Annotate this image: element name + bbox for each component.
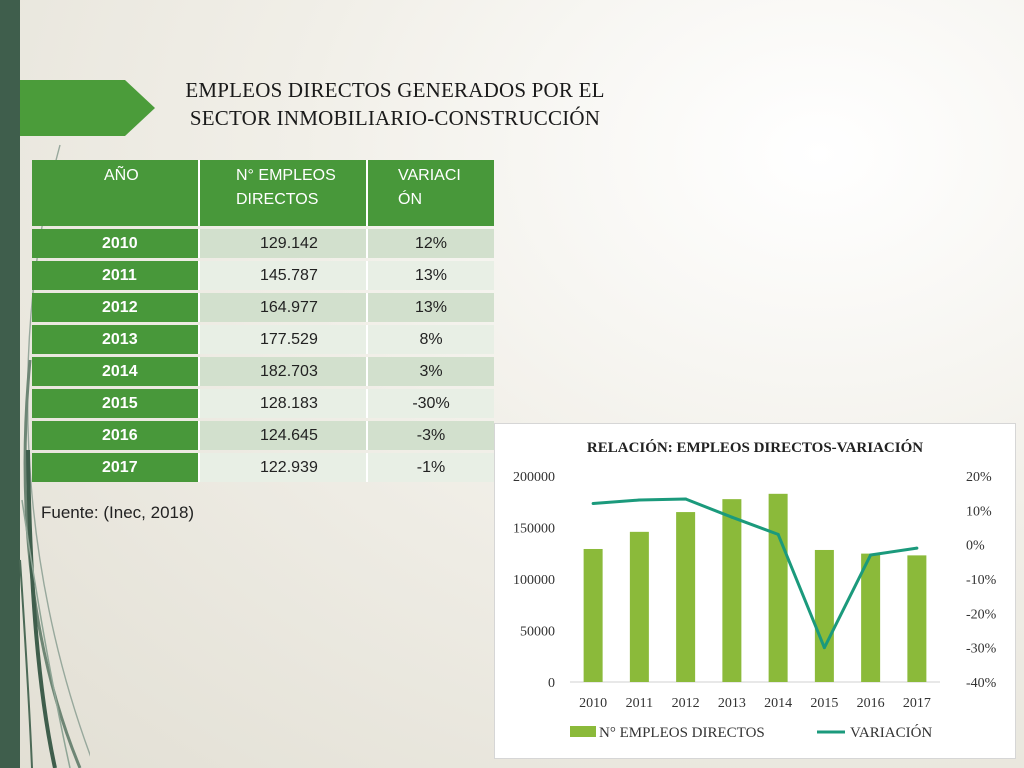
chart-canvas: RELACIÓN: EMPLEOS DIRECTOS-VARIACIÓN 0 500… xyxy=(513,439,997,741)
bar-employees xyxy=(676,512,696,682)
y-left-tick-label: 100000 xyxy=(513,573,555,588)
cell-variation: -3% xyxy=(368,421,494,450)
cell-employees: 177.529 xyxy=(200,325,368,354)
x-tick-label: 2013 xyxy=(718,696,746,711)
cell-employees: 182.703 xyxy=(200,357,368,386)
table-row: 2011 145.787 13% xyxy=(32,261,494,290)
cell-employees: 164.977 xyxy=(200,293,368,322)
cell-variation: 8% xyxy=(368,325,494,354)
y-right-tick-label: 0% xyxy=(966,539,985,554)
y-left-tick-label: 200000 xyxy=(513,470,555,485)
cell-year: 2012 xyxy=(32,293,200,322)
y-right-tick-label: -30% xyxy=(966,642,997,657)
bar-employees xyxy=(814,549,834,682)
point-variation xyxy=(822,646,826,650)
source-note: Fuente: (Inec, 2018) xyxy=(41,503,195,522)
legend-bar-label: N° EMPLEOS DIRECTOS xyxy=(599,725,765,741)
point-variation xyxy=(776,532,780,536)
header-year: AÑO xyxy=(32,160,200,226)
point-variation xyxy=(730,515,734,519)
header-variation-line-2: ÓN xyxy=(398,191,422,208)
cell-year: 2014 xyxy=(32,357,200,386)
bar-employees xyxy=(629,531,649,682)
table-row: 2015 128.183 -30% xyxy=(32,389,494,418)
bar-employees xyxy=(768,493,788,682)
header-variation: VARIACI ÓN xyxy=(368,160,494,226)
header-employees-line-1: N° EMPLEOS xyxy=(236,167,336,184)
decorative-leaf-lines xyxy=(19,144,90,768)
cell-year: 2017 xyxy=(32,453,200,482)
title-arrow-shape xyxy=(20,80,155,136)
x-tick-label: 2011 xyxy=(626,696,653,711)
cell-employees: 129.142 xyxy=(200,229,368,258)
x-tick-label: 2016 xyxy=(857,696,885,711)
y-left-tick-label: 50000 xyxy=(520,625,555,640)
table-header-row: AÑO N° EMPLEOS DIRECTOS VARIACI ÓN xyxy=(32,160,494,226)
y-left-tick-label: 0 xyxy=(548,676,555,691)
y-right-tick-label: -10% xyxy=(966,573,997,588)
point-variation xyxy=(684,497,688,501)
point-variation xyxy=(591,501,595,505)
bar-employees xyxy=(907,555,927,682)
legend-line-label: VARIACIÓN xyxy=(850,724,932,741)
y-left-tick-label: 150000 xyxy=(513,522,555,537)
table-row: 2012 164.977 13% xyxy=(32,293,494,322)
x-tick-label: 2015 xyxy=(810,696,838,711)
bar-employees xyxy=(722,499,742,682)
y-right-tick-label: 20% xyxy=(966,470,992,485)
cell-variation: 12% xyxy=(368,229,494,258)
x-tick-label: 2012 xyxy=(672,696,700,711)
cell-employees: 145.787 xyxy=(200,261,368,290)
header-variation-line-1: VARIACI xyxy=(398,167,461,184)
cell-variation: 13% xyxy=(368,293,494,322)
cell-employees: 128.183 xyxy=(200,389,368,418)
x-tick-label: 2010 xyxy=(579,696,607,711)
page-title-line-2: SECTOR INMOBILIARIO-CONSTRUCCIÓN xyxy=(189,106,601,130)
combo-chart: RELACIÓN: EMPLEOS DIRECTOS-VARIACIÓN 0 500… xyxy=(494,423,1016,759)
y-right-tick-label: -20% xyxy=(966,607,997,622)
cell-year: 2016 xyxy=(32,421,200,450)
x-tick-label: 2017 xyxy=(903,696,931,711)
cell-year: 2013 xyxy=(32,325,200,354)
point-variation xyxy=(915,546,919,550)
bar-employees xyxy=(583,548,603,682)
legend-bar-swatch xyxy=(570,726,596,737)
table-row: 2013 177.529 8% xyxy=(32,325,494,354)
page-title: EMPLEOS DIRECTOS GENERADOS POR EL SECTOR… xyxy=(140,76,650,132)
x-tick-label: 2014 xyxy=(764,696,792,711)
header-employees-line-2: DIRECTOS xyxy=(236,191,319,208)
table-row: 2016 124.645 -3% xyxy=(32,421,494,450)
cell-variation: 3% xyxy=(368,357,494,386)
header-year-label: AÑO xyxy=(104,167,139,184)
left-accent-strip xyxy=(0,0,20,768)
cell-year: 2011 xyxy=(32,261,200,290)
cell-year: 2010 xyxy=(32,229,200,258)
header-employees: N° EMPLEOS DIRECTOS xyxy=(200,160,368,226)
bar-employees xyxy=(861,553,881,682)
table-row: 2017 122.939 -1% xyxy=(32,453,494,482)
point-variation xyxy=(869,553,873,557)
table-row: 2014 182.703 3% xyxy=(32,357,494,386)
y-right-tick-label: 10% xyxy=(966,504,992,519)
line-variation xyxy=(593,497,918,650)
cell-variation: 13% xyxy=(368,261,494,290)
page-title-line-1: EMPLEOS DIRECTOS GENERADOS POR EL xyxy=(185,78,605,102)
employment-table: AÑO N° EMPLEOS DIRECTOS VARIACI ÓN 2010 … xyxy=(32,157,494,485)
cell-variation: -1% xyxy=(368,453,494,482)
cell-employees: 122.939 xyxy=(200,453,368,482)
point-variation xyxy=(637,498,641,502)
cell-employees: 124.645 xyxy=(200,421,368,450)
table-row: 2010 129.142 12% xyxy=(32,229,494,258)
cell-variation: -30% xyxy=(368,389,494,418)
cell-year: 2015 xyxy=(32,389,200,418)
y-right-tick-label: -40% xyxy=(966,676,997,691)
chart-title: RELACIÓN: EMPLEOS DIRECTOS-VARIACIÓN xyxy=(587,439,923,456)
